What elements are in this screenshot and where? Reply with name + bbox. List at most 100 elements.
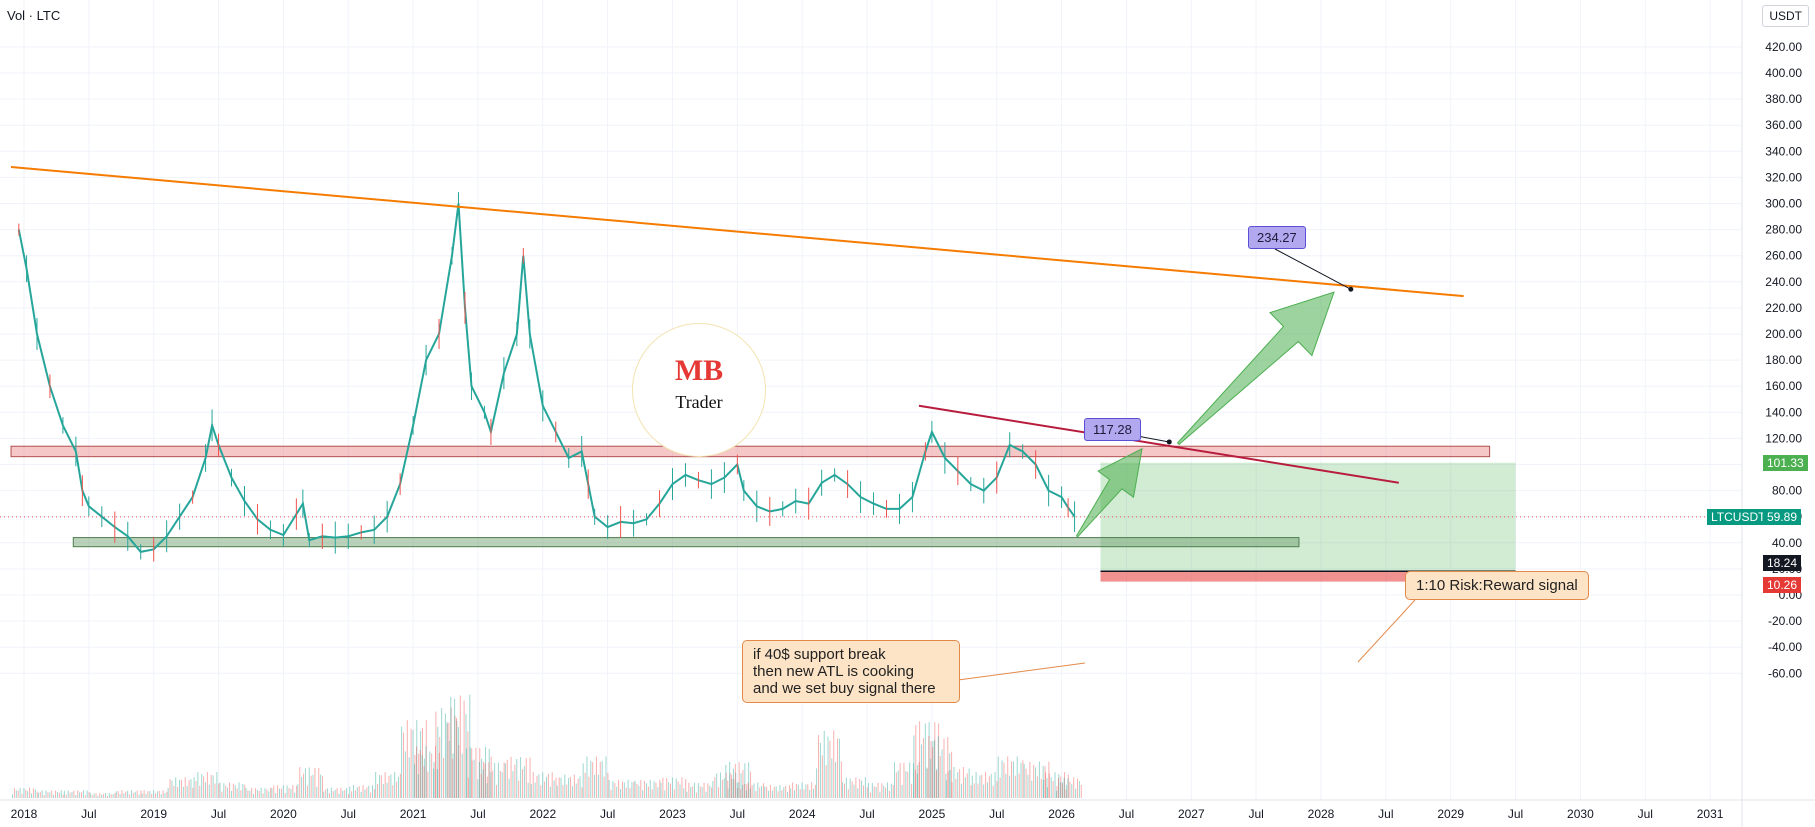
volume-bar [1057,777,1059,798]
volume-bar [294,792,296,798]
volume-bar [156,791,158,798]
volume-bar [525,758,527,798]
volume-bar [657,787,659,798]
volume-bar [201,774,203,798]
volume-bar [346,787,348,798]
volume-bar [685,778,687,798]
volume-bar [953,766,955,798]
volume-bar [258,790,260,798]
volume-bar [871,782,873,798]
volume-bar [65,794,67,798]
volume-bar [769,785,771,798]
volume-bar [457,726,459,798]
volume-bar [358,786,360,798]
volume-bar [790,788,792,798]
volume-bar [471,760,473,798]
volume-bar [304,768,306,798]
volume-bar [103,793,105,798]
volume-bar [101,794,103,798]
x-tick-label: 2027 [1178,807,1205,821]
y-tick-label: 220.00 [1765,301,1802,315]
volume-bar [1036,776,1038,798]
volume-bar [362,785,364,798]
volume-bar [518,780,520,798]
volume-bar [306,785,308,798]
volume-bar [454,698,456,798]
volume-bar [964,777,966,798]
logo: MB Trader [632,323,766,457]
volume-bar [811,782,813,798]
volume-bar [384,772,386,798]
volume-bar [114,792,116,798]
volume-bar [566,784,568,798]
volume-bar [454,715,456,798]
volume-bar [328,793,330,798]
volume-bar [994,772,996,798]
volume-bar [439,737,441,798]
volume-bar [456,720,458,798]
indicator-label[interactable]: Vol · LTC [7,8,61,23]
volume-bar [1076,778,1078,798]
volume-bar [504,763,506,798]
volume-bar [129,794,131,798]
volume-bar [171,780,173,798]
x-tick-label: 2029 [1437,807,1464,821]
volume-bar [433,768,435,798]
volume-bar [527,782,529,798]
volume-bar [1065,789,1067,798]
volume-bar [481,758,483,798]
volume-bar [932,747,934,798]
volume-bar [436,769,438,798]
volume-bar [640,780,642,798]
volume-bar [857,788,859,798]
y-tick-label: 80.00 [1772,484,1802,498]
volume-bar [119,794,121,798]
volume-bar [746,784,748,798]
volume-bar [438,752,440,798]
volume-bar [847,789,849,798]
volume-bar [34,789,36,798]
volume-bar [747,782,749,798]
volume-bar [136,790,138,798]
volume-bar [1011,761,1013,798]
volume-bar [325,789,327,798]
volume-bar [247,790,249,798]
volume-bar [586,756,588,798]
volume-bar [242,783,244,798]
volume-bar [1060,776,1062,798]
volume-bar [459,695,461,798]
volume-bar [727,788,729,798]
volume-bar [514,764,516,798]
volume-bar [750,771,752,798]
volume-bar [106,795,108,798]
y-tick-label: 200.00 [1765,327,1802,341]
volume-bar [12,794,13,798]
volume-bar [719,772,721,798]
volume-bar [764,786,766,798]
volume-bar [1027,774,1029,798]
volume-bar [731,774,733,798]
volume-bar [937,736,939,798]
volume-bar [437,726,439,798]
volume-bar [399,773,401,798]
volume-bar [761,785,763,798]
volume-bar [123,793,125,798]
volume-bar [377,784,379,798]
volume-bar [121,790,123,798]
y-tick-label: 300.00 [1765,197,1802,211]
volume-bar [881,783,883,798]
volume-bar [208,784,210,798]
volume-bar [939,755,941,798]
volume-bar [1058,774,1060,798]
volume-bar [89,792,91,798]
volume-bar [941,749,943,798]
volume-bar [675,778,677,798]
volume-bar [13,787,15,798]
volume-bar [928,735,930,798]
volume-bar [1009,775,1011,798]
currency-unit-button[interactable]: USDT [1762,5,1809,27]
volume-bar [581,787,583,798]
volume-bar [494,762,496,798]
volume-bar [943,738,945,798]
